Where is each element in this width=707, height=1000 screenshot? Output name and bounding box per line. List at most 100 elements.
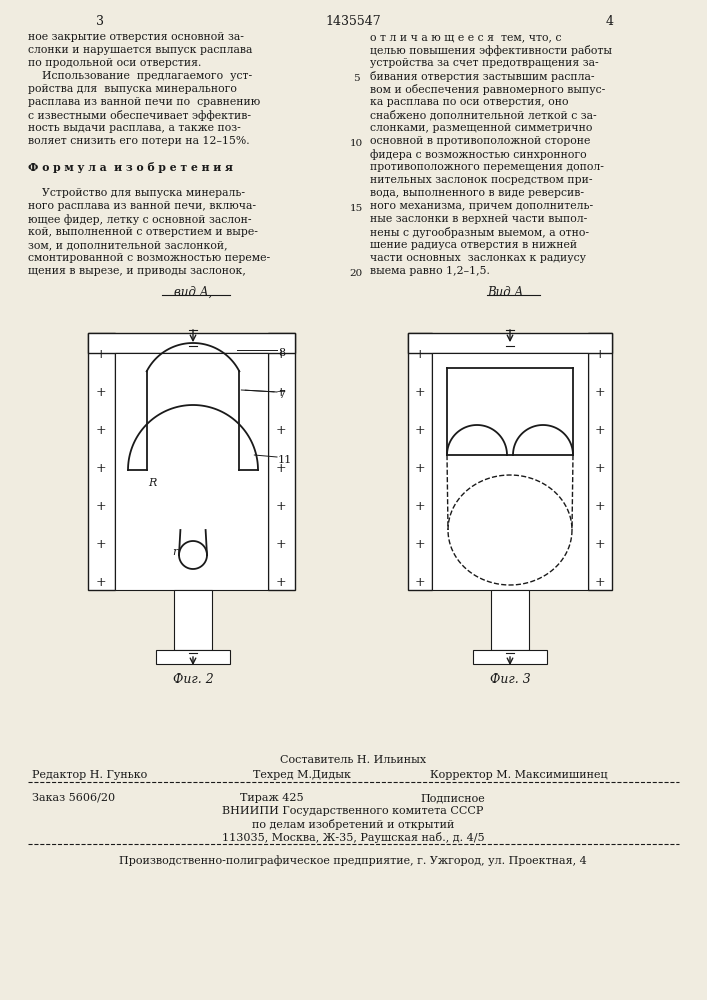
Text: Заказ 5606/20: Заказ 5606/20: [32, 793, 115, 803]
Text: ность выдачи расплава, а также поз-: ность выдачи расплава, а также поз-: [28, 123, 241, 133]
Text: 5: 5: [353, 74, 359, 83]
Text: ВНИИПИ Государственного комитета СССР: ВНИИПИ Государственного комитета СССР: [222, 806, 484, 816]
Text: Подписное: Подписное: [420, 793, 485, 803]
Text: Производственно-полиграфическое предприятие, г. Ужгород, ул. Проектная, 4: Производственно-полиграфическое предприя…: [119, 855, 587, 866]
Text: смонтированной с возможностью переме-: смонтированной с возможностью переме-: [28, 253, 270, 263]
Text: ного расплава из ванной печи, включа-: ного расплава из ванной печи, включа-: [28, 201, 256, 211]
Text: +: +: [95, 462, 106, 476]
Text: ного механизма, причем дополнитель-: ного механизма, причем дополнитель-: [370, 201, 593, 211]
Bar: [473, 650, 547, 664]
Text: +: +: [276, 424, 286, 438]
Text: 20: 20: [349, 269, 363, 278]
Text: +: +: [415, 462, 426, 476]
Text: +: +: [415, 500, 426, 514]
Text: Использование  предлагаемого  уст-: Использование предлагаемого уст-: [28, 71, 252, 81]
Text: ка расплава по оси отверстия, оно: ка расплава по оси отверстия, оно: [370, 97, 568, 107]
Text: с известными обеспечивает эффектив-: с известными обеспечивает эффектив-: [28, 110, 251, 121]
Text: +: +: [276, 500, 286, 514]
Text: ное закрытие отверстия основной за-: ное закрытие отверстия основной за-: [28, 32, 244, 42]
Text: слонки и нарушается выпуск расплава: слонки и нарушается выпуск расплава: [28, 45, 252, 55]
Bar: [174, 590, 212, 650]
Text: +: +: [415, 386, 426, 399]
Text: нены с дугообразным выемом, а отно-: нены с дугообразным выемом, а отно-: [370, 227, 589, 238]
Text: ройства для  выпуска минерального: ройства для выпуска минерального: [28, 84, 237, 94]
Text: выема равно 1,2–1,5.: выема равно 1,2–1,5.: [370, 266, 490, 276]
Bar: [588, 333, 612, 590]
Text: +: +: [95, 386, 106, 399]
Text: +: +: [276, 462, 286, 476]
Text: R: R: [148, 478, 156, 488]
Text: +: +: [95, 576, 106, 589]
Bar: [156, 650, 230, 664]
Text: +: +: [595, 500, 605, 514]
Text: зом, и дополнительной заслонкой,: зом, и дополнительной заслонкой,: [28, 240, 228, 250]
Text: +: +: [595, 349, 605, 361]
Text: 113035, Москва, Ж-35, Раушская наб., д. 4/5: 113035, Москва, Ж-35, Раушская наб., д. …: [222, 832, 484, 843]
Text: фидера с возможностью синхронного: фидера с возможностью синхронного: [370, 149, 587, 160]
Text: +: +: [595, 538, 605, 552]
Text: шение радиуса отверстия в нижней: шение радиуса отверстия в нижней: [370, 240, 577, 250]
Text: 3: 3: [96, 15, 104, 28]
Text: +: +: [595, 386, 605, 399]
Text: +: +: [415, 576, 426, 589]
Text: Тираж 425: Тираж 425: [240, 793, 303, 803]
Text: вода, выполненного в виде реверсив-: вода, выполненного в виде реверсив-: [370, 188, 584, 198]
Text: 10: 10: [349, 139, 363, 148]
Bar: [88, 333, 295, 353]
Text: воляет снизить его потери на 12–15%.: воляет снизить его потери на 12–15%.: [28, 136, 250, 146]
Text: +: +: [595, 576, 605, 589]
Text: +: +: [595, 462, 605, 476]
Text: +: +: [276, 538, 286, 552]
Text: вом и обеспечения равномерного выпус-: вом и обеспечения равномерного выпус-: [370, 84, 605, 95]
Text: слонками, размещенной симметрично: слонками, размещенной симметрично: [370, 123, 592, 133]
Text: +: +: [595, 424, 605, 438]
Text: ные заслонки в верхней части выпол-: ные заслонки в верхней части выпол-: [370, 214, 588, 224]
Text: Фиг. 3: Фиг. 3: [490, 673, 530, 686]
Text: 1435547: 1435547: [325, 15, 381, 28]
Text: щения в вырезе, и приводы заслонок,: щения в вырезе, и приводы заслонок,: [28, 266, 246, 276]
Text: 4: 4: [606, 15, 614, 28]
Text: +: +: [95, 349, 106, 361]
Text: +: +: [276, 576, 286, 589]
Bar: [432, 353, 588, 590]
Text: r: r: [172, 547, 177, 557]
Text: +: +: [276, 386, 286, 399]
Bar: [115, 353, 268, 590]
Text: +: +: [95, 500, 106, 514]
Text: +: +: [276, 349, 286, 361]
Bar: [491, 590, 529, 650]
Text: 11: 11: [278, 455, 292, 465]
Text: +: +: [415, 349, 426, 361]
Text: устройства за счет предотвращения за-: устройства за счет предотвращения за-: [370, 58, 599, 68]
Text: кой, выполненной с отверстием и выре-: кой, выполненной с отверстием и выре-: [28, 227, 258, 237]
Text: бивания отверстия застывшим распла-: бивания отверстия застывшим распла-: [370, 71, 595, 82]
Text: Вид А: Вид А: [487, 286, 523, 299]
Text: по продольной оси отверстия.: по продольной оси отверстия.: [28, 58, 201, 68]
Text: вид А,: вид А,: [174, 286, 212, 299]
Text: нительных заслонок посредством при-: нительных заслонок посредством при-: [370, 175, 592, 185]
Text: Ф о р м у л а  и з о б р е т е н и я: Ф о р м у л а и з о б р е т е н и я: [28, 162, 233, 173]
Bar: [408, 333, 612, 353]
Bar: [88, 333, 115, 590]
Text: 8: 8: [278, 348, 285, 358]
Text: расплава из ванной печи по  сравнению: расплава из ванной печи по сравнению: [28, 97, 260, 107]
Text: о т л и ч а ю щ е е с я  тем, что, с: о т л и ч а ю щ е е с я тем, что, с: [370, 32, 561, 42]
Text: +: +: [95, 424, 106, 438]
Text: ющее фидер, летку с основной заслон-: ющее фидер, летку с основной заслон-: [28, 214, 252, 225]
Text: +: +: [95, 538, 106, 552]
Text: противоположного перемещения допол-: противоположного перемещения допол-: [370, 162, 604, 172]
Text: основной в противоположной стороне: основной в противоположной стороне: [370, 136, 590, 146]
Text: по делам изобретений и открытий: по делам изобретений и открытий: [252, 819, 454, 830]
Text: +: +: [415, 424, 426, 438]
Text: Корректор М. Максимишинец: Корректор М. Максимишинец: [430, 770, 607, 780]
Bar: [268, 333, 295, 590]
Text: целью повышения эффективности работы: целью повышения эффективности работы: [370, 45, 612, 56]
Text: Фиг. 2: Фиг. 2: [173, 673, 214, 686]
Text: Редактор Н. Гунько: Редактор Н. Гунько: [32, 770, 147, 780]
Text: 15: 15: [349, 204, 363, 213]
Text: +: +: [415, 538, 426, 552]
Text: Составитель Н. Ильиных: Составитель Н. Ильиных: [280, 755, 426, 765]
Text: снабжено дополнительной леткой с за-: снабжено дополнительной леткой с за-: [370, 110, 597, 121]
Text: Техред М.Дидык: Техред М.Дидык: [253, 770, 351, 780]
Text: части основных  заслонках к радиусу: части основных заслонках к радиусу: [370, 253, 586, 263]
